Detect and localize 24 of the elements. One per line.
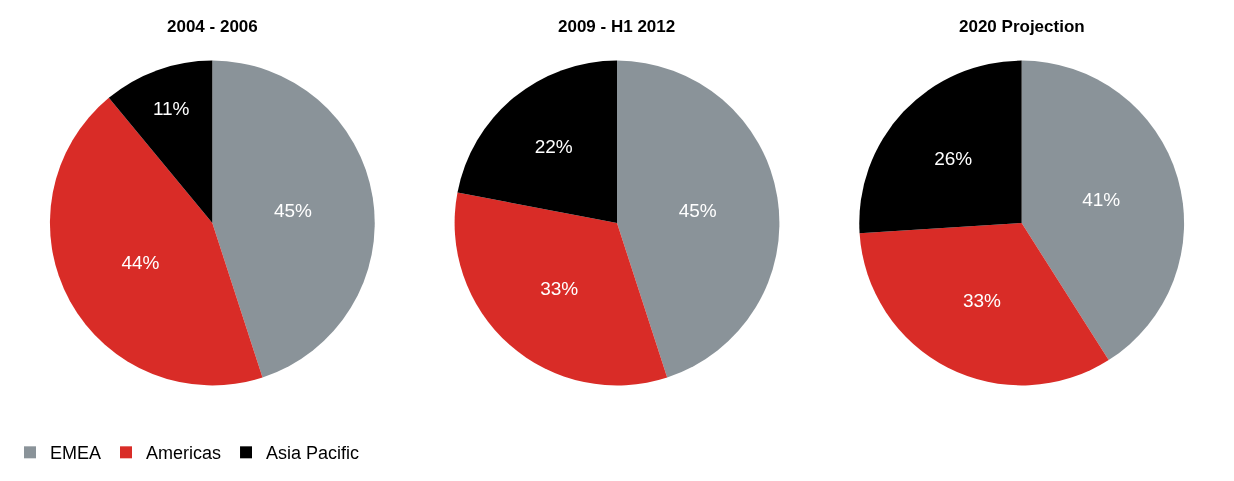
pie-slice — [859, 223, 1109, 386]
chart-title: 2009 - H1 2012 — [558, 17, 676, 36]
data-label: 33% — [962, 290, 1002, 312]
pie-slice — [212, 60, 375, 378]
legend-label: Americas — [146, 443, 222, 464]
chart-title: 2020 Projection — [959, 17, 1085, 36]
pie-slice — [1021, 60, 1185, 361]
pie-slice — [108, 60, 213, 223]
data-label: 45% — [678, 199, 717, 221]
pie-slice — [49, 97, 263, 386]
legend-label: EMEA — [50, 443, 102, 464]
chart-title: 2004 - 2006 — [167, 17, 258, 36]
pie-slice — [454, 192, 668, 386]
pie-slice — [617, 60, 780, 378]
data-label: 33% — [540, 277, 579, 299]
data-label: 26% — [934, 148, 973, 170]
pie-slice — [457, 60, 617, 223]
data-label: 44% — [121, 251, 160, 273]
data-label: 41% — [1082, 189, 1121, 211]
legend-label: Asia Pacific — [266, 443, 360, 464]
pie-slice — [859, 60, 1022, 234]
data-label: 45% — [273, 199, 313, 221]
data-label: 11% — [152, 98, 190, 120]
data-label: 22% — [534, 136, 573, 158]
